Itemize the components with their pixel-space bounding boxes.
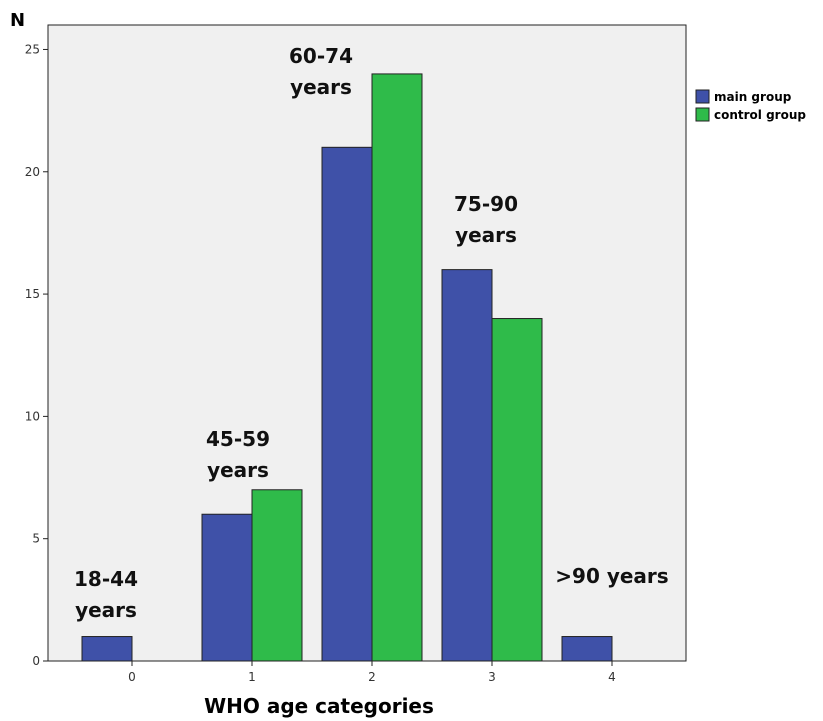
x-tick-label: 0 xyxy=(128,670,136,684)
y-tick-label: 15 xyxy=(25,287,40,301)
legend-swatch xyxy=(695,107,710,122)
x-tick-label: 1 xyxy=(248,670,256,684)
y-tick-label: 10 xyxy=(25,409,40,423)
bar-main-group-1 xyxy=(201,513,253,662)
legend-label: control group xyxy=(714,108,806,122)
y-tick-label: 5 xyxy=(32,532,40,546)
x-tick-label: 2 xyxy=(368,670,376,684)
x-tick-label: 4 xyxy=(608,670,616,684)
age-range-annotation: 18-44 years xyxy=(74,567,138,622)
y-tick-label: 25 xyxy=(25,42,40,56)
age-range-annotation: 45-59 years xyxy=(206,427,270,482)
bar-control-group-3 xyxy=(491,318,543,662)
x-axis: 0 1 2 3 4 xyxy=(128,661,616,684)
legend: main group control group xyxy=(695,89,806,122)
bar-control-group-2 xyxy=(371,73,423,662)
y-tick-label: 20 xyxy=(25,165,40,179)
y-axis-label: N xyxy=(10,10,25,31)
y-axis: 0 5 10 15 20 25 xyxy=(25,42,48,668)
age-range-annotation: >90 years xyxy=(555,564,668,588)
bar-main-group-4 xyxy=(561,636,613,662)
y-tick-label: 0 xyxy=(32,654,40,668)
bar-main-group-3 xyxy=(441,269,493,662)
legend-swatch xyxy=(695,89,710,104)
x-axis-label: WHO age categories xyxy=(204,694,434,718)
bar-main-group-0 xyxy=(81,636,133,662)
x-tick-label: 3 xyxy=(488,670,496,684)
age-range-annotation: 75-90 years xyxy=(454,192,518,247)
age-range-annotation: 60-74 years xyxy=(289,44,353,99)
annotations: 18-44 years 45-59 years 60-74 years 75-90 years… xyxy=(74,44,669,622)
bar-main-group-2 xyxy=(321,146,373,662)
legend-label: main group xyxy=(714,90,792,104)
bar-control-group-1 xyxy=(251,489,303,662)
bars xyxy=(81,73,613,662)
